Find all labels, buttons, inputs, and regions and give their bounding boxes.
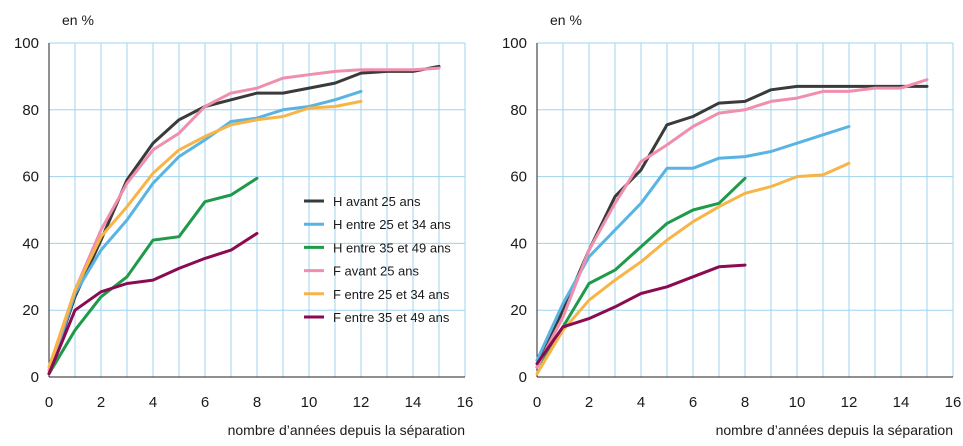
y-tick-label: 100	[14, 35, 39, 52]
x-tick-label: 8	[741, 394, 749, 411]
x-tick-label: 14	[405, 394, 422, 411]
legend-label: F entre 35 et 49 ans	[333, 310, 450, 325]
legend-label: H entre 35 et 49 ans	[333, 240, 451, 255]
series-line	[535, 263, 747, 366]
x-tick-label: 10	[789, 394, 806, 411]
x-tick-label: 4	[637, 394, 645, 411]
series-line	[535, 78, 929, 369]
series-line	[535, 125, 851, 362]
y-tick-label: 60	[510, 169, 527, 186]
y-tick-label: 80	[510, 102, 527, 119]
x-tick-label: 16	[945, 394, 962, 411]
y-tick-label: 60	[22, 169, 39, 186]
x-tick-label: 2	[585, 394, 593, 411]
series-line	[47, 64, 441, 376]
x-tick-label: 12	[353, 394, 370, 411]
series-line	[47, 99, 363, 369]
x-tick-label: 12	[841, 394, 858, 411]
legend: H avant 25 ans H entre 25 et 34 ans H entr…	[304, 194, 451, 325]
x-tick-label: 0	[533, 394, 541, 411]
y-tick-label: 40	[510, 235, 527, 252]
x-tick-label: 16	[457, 394, 474, 411]
y-tick-label: 20	[510, 302, 527, 319]
series-line	[47, 176, 259, 376]
x-axis-title: nombre d’années depuis la séparation	[228, 422, 465, 438]
y-axis-unit-label: en %	[62, 12, 94, 28]
y-tick-label: 0	[31, 369, 39, 386]
x-tick-label: 4	[149, 394, 157, 411]
chart-right: 0 20 40 60 80 100 0 2 4 6 8 10 12 14 16 en % nombre d’an…	[502, 12, 961, 438]
legend-label: H entre 25 et 34 ans	[333, 217, 451, 232]
x-tick-label: 10	[301, 394, 318, 411]
y-tick-label: 20	[22, 302, 39, 319]
legend-label: F avant 25 ans	[333, 264, 419, 279]
series-line	[47, 66, 441, 372]
x-tick-label: 6	[689, 394, 697, 411]
y-tick-label: 40	[22, 235, 39, 252]
series-line	[47, 231, 259, 376]
chart-left: 0 20 40 60 80 100 0 2 4 6 8 10 12 14 16 en % nombre d’an…	[14, 12, 473, 438]
legend-label: F entre 25 et 34 ans	[333, 287, 450, 302]
series-line	[535, 176, 747, 369]
y-tick-label: 0	[519, 369, 527, 386]
series-line	[47, 89, 363, 376]
x-tick-label: 2	[97, 394, 105, 411]
legend-label: H avant 25 ans	[333, 194, 421, 209]
y-tick-label: 80	[22, 102, 39, 119]
y-axis-unit-label: en %	[550, 12, 582, 28]
x-tick-label: 0	[45, 394, 53, 411]
series-line	[535, 161, 851, 376]
x-axis-title: nombre d’années depuis la séparation	[716, 422, 953, 438]
series-line	[535, 84, 929, 369]
y-tick-label: 100	[502, 35, 527, 52]
x-tick-label: 8	[253, 394, 261, 411]
x-tick-label: 14	[893, 394, 910, 411]
x-tick-label: 6	[201, 394, 209, 411]
